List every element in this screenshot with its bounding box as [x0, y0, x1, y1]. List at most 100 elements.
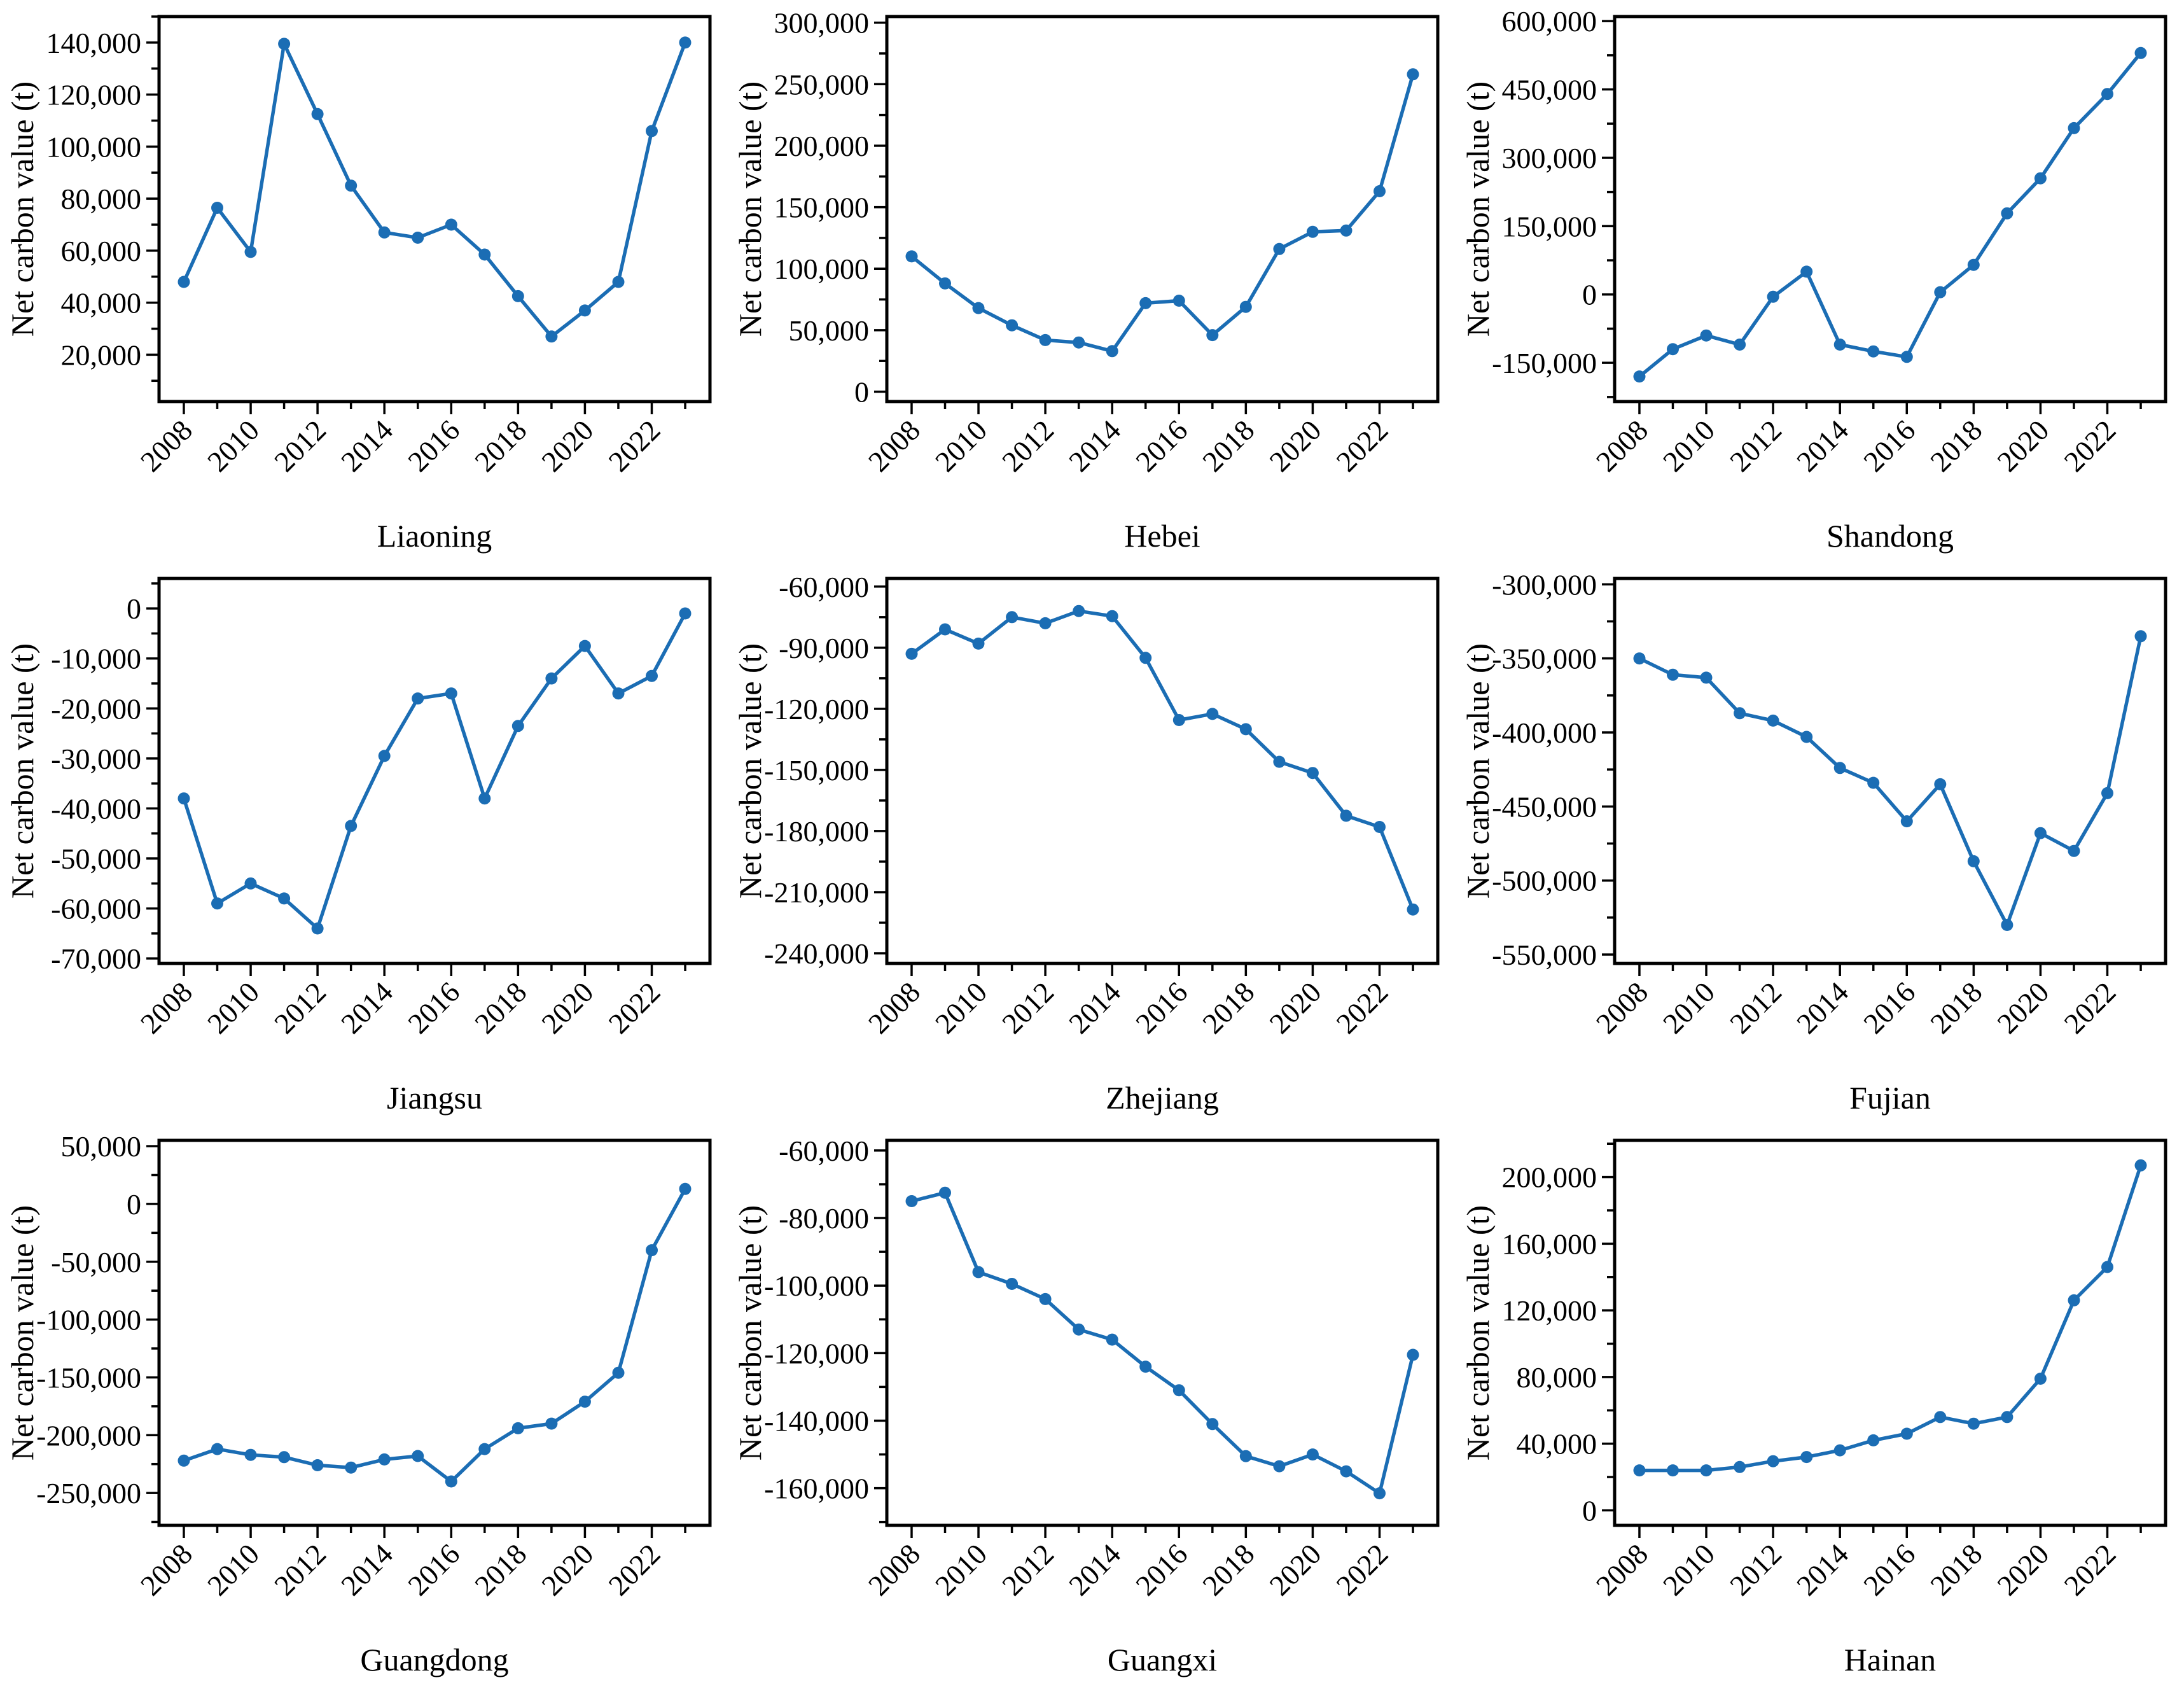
data-point-marker — [2134, 1159, 2147, 1172]
y-axis-label: Net carbon value (t) — [4, 643, 40, 899]
y-tick-label: 100,000 — [46, 130, 142, 163]
y-tick-label: 150,000 — [774, 192, 870, 224]
chart-fujian: 2008 2010 2012 2014 2016 2018 2020 2022 -550,000… — [1456, 562, 2183, 1124]
data-point-marker — [1900, 1427, 1913, 1440]
data-point-marker — [1073, 1323, 1085, 1336]
data-point-marker — [478, 1443, 491, 1455]
data-point-marker — [1934, 286, 1947, 298]
data-point-marker — [1667, 1464, 1679, 1477]
y-tick-label: 40,000 — [1517, 1428, 1597, 1460]
data-point-marker — [311, 1459, 324, 1471]
data-point-marker — [1139, 652, 1152, 664]
data-point-marker — [612, 1366, 625, 1379]
x-tick-label: 2016 — [401, 976, 466, 1040]
data-point-marker — [2101, 88, 2113, 101]
data-point-marker — [1172, 714, 1185, 726]
x-tick-label: 2022 — [1330, 1537, 1394, 1602]
data-point-marker — [1900, 815, 1913, 828]
data-point-marker — [445, 1475, 457, 1488]
x-tick-label: 2022 — [602, 976, 666, 1040]
data-point-marker — [345, 1461, 358, 1474]
plot-border — [157, 1138, 712, 1527]
x-tick-label: 2010 — [929, 976, 993, 1040]
data-point-marker — [1172, 295, 1185, 307]
data-point-marker — [905, 647, 918, 660]
data-point-marker — [445, 218, 457, 231]
data-point-marker — [244, 246, 257, 258]
data-point-marker — [939, 623, 951, 636]
y-tick-label: -50,000 — [51, 843, 141, 875]
data-point-marker — [646, 125, 658, 137]
data-point-marker — [1833, 762, 1846, 774]
y-tick-label: 60,000 — [61, 235, 142, 267]
data-point-marker — [1039, 1292, 1052, 1305]
x-tick-label: 2014 — [1790, 976, 1854, 1040]
x-tick-label: 2014 — [1062, 976, 1127, 1040]
chart-svg-fujian: 2008 2010 2012 2014 2016 2018 2020 2022 -550,000… — [1460, 568, 2167, 1116]
y-tick-label: -50,000 — [51, 1246, 141, 1278]
data-point-marker — [511, 1422, 524, 1434]
chart-zhejiang: 2008 2010 2012 2014 2016 2018 2020 2022 -240,000… — [728, 562, 1456, 1124]
x-tick-label: 2016 — [1857, 1537, 1921, 1602]
x-tick-label: 2020 — [1991, 976, 2055, 1040]
data-point-marker — [412, 1450, 424, 1462]
chart-liaoning: 2008 2010 2012 2014 2016 2018 2020 2022 20,000 40… — [0, 0, 728, 562]
data-point-marker — [578, 640, 591, 652]
y-axis-label: Net carbon value (t) — [1460, 81, 1496, 337]
data-point-marker — [578, 304, 591, 317]
data-point-marker — [1340, 224, 1353, 237]
y-tick-label: 120,000 — [1502, 1294, 1597, 1327]
chart-title: Liaoning — [377, 518, 492, 554]
plot-border — [885, 1138, 1440, 1527]
x-tick-label: 2010 — [929, 414, 993, 478]
x-tick-label: 2012 — [1723, 414, 1788, 478]
data-point-marker — [311, 108, 324, 120]
y-tick-label: 300,000 — [1502, 142, 1597, 174]
y-tick-label: -240,000 — [764, 937, 869, 970]
y-tick-label: 250,000 — [774, 68, 870, 101]
data-point-marker — [278, 1451, 291, 1464]
x-tick-label: 2018 — [1196, 976, 1260, 1040]
y-axis-label: Net carbon value (t) — [4, 81, 40, 337]
data-point-marker — [905, 1195, 918, 1207]
data-point-marker — [679, 607, 692, 620]
y-axis-label: Net carbon value (t) — [732, 81, 768, 337]
data-point-marker — [972, 1266, 985, 1278]
data-point-marker — [244, 877, 257, 890]
x-tick-label: 2016 — [1129, 1537, 1193, 1602]
x-tick-label: 2014 — [335, 414, 399, 478]
x-tick-label: 2014 — [1062, 1537, 1127, 1602]
data-point-marker — [1667, 668, 1679, 681]
chart-svg-liaoning: 2008 2010 2012 2014 2016 2018 2020 2022 20,000 40… — [4, 15, 712, 554]
y-tick-label: -140,000 — [764, 1404, 869, 1437]
series-line — [182, 612, 687, 930]
chart-shandong: 2008 2010 2012 2014 2016 2018 2020 2022 -150,000… — [1456, 0, 2183, 562]
data-point-marker — [1340, 809, 1353, 822]
x-tick-label: 2010 — [201, 1537, 265, 1602]
y-axis-label: Net carbon value (t) — [732, 1205, 768, 1460]
y-tick-label: 140,000 — [46, 27, 142, 59]
data-point-marker — [1306, 1448, 1319, 1461]
data-point-marker — [1934, 778, 1947, 790]
y-tick-label: 80,000 — [61, 183, 142, 215]
y-tick-label: 160,000 — [1502, 1228, 1597, 1260]
x-tick-label: 2020 — [1991, 1537, 2055, 1602]
chart-title: Jiangsu — [387, 1080, 482, 1116]
series-line — [1638, 51, 2143, 379]
y-tick-label: 0 — [1582, 1494, 1597, 1527]
data-point-marker — [1633, 652, 1646, 665]
x-tick-label: 2016 — [1129, 976, 1193, 1040]
y-tick-label: -150,000 — [36, 1361, 141, 1394]
data-point-marker — [1407, 903, 1419, 916]
y-tick-label: 300,000 — [774, 7, 870, 39]
y-tick-label: -350,000 — [1492, 643, 1597, 675]
x-tick-label: 2010 — [1657, 414, 1721, 478]
data-point-marker — [1374, 185, 1386, 197]
x-tick-label: 2014 — [335, 976, 399, 1040]
y-axis-label: Net carbon value (t) — [1460, 643, 1496, 899]
data-point-marker — [445, 687, 457, 700]
data-point-marker — [2068, 844, 2080, 857]
plot-border — [885, 577, 1440, 965]
series-line — [910, 609, 1415, 911]
series-line — [1638, 1163, 2143, 1473]
